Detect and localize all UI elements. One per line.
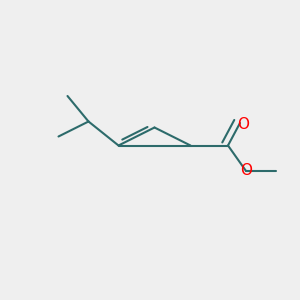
Text: O: O	[237, 117, 249, 132]
Text: O: O	[240, 163, 252, 178]
